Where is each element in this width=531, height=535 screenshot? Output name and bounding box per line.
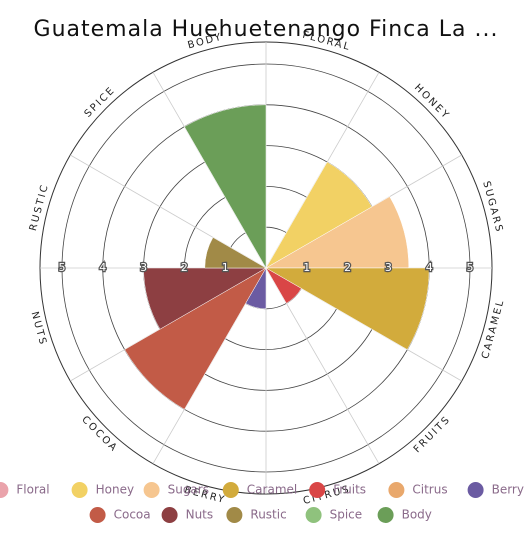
legend-label: Sugars bbox=[168, 483, 209, 497]
legend-label: Floral bbox=[16, 483, 49, 497]
r-tick-label: 5 bbox=[59, 261, 66, 274]
legend-label: Caramel bbox=[247, 483, 297, 497]
legend-label: Citrus bbox=[412, 483, 447, 497]
chart-title: Guatemala Huehuetenango Finca La ... bbox=[34, 17, 499, 42]
category-label: Honey bbox=[412, 82, 452, 122]
r-tick-label: 1 bbox=[303, 261, 310, 274]
r-tick-label: 1 bbox=[222, 261, 229, 274]
legend-swatch bbox=[89, 507, 106, 523]
wedge bbox=[265, 267, 430, 350]
category-label: Caramel bbox=[480, 298, 507, 360]
legend-label: Spice bbox=[330, 508, 363, 522]
legend-swatch bbox=[305, 507, 322, 523]
legend-label: Body bbox=[402, 508, 432, 522]
r-tick-label: 4 bbox=[426, 261, 433, 274]
wedge bbox=[143, 267, 267, 330]
legend-swatch bbox=[377, 507, 394, 523]
wedge bbox=[184, 104, 267, 269]
r-tick-label: 3 bbox=[140, 261, 147, 274]
legend-label: Nuts bbox=[186, 508, 214, 522]
wedge bbox=[204, 237, 267, 269]
r-tick-label: 5 bbox=[467, 261, 474, 274]
legend-label: Fruits bbox=[333, 483, 366, 497]
legend-swatch bbox=[388, 482, 405, 498]
legend-swatch bbox=[143, 482, 160, 498]
r-tick-label: 4 bbox=[99, 261, 106, 274]
legend-swatch bbox=[71, 482, 88, 498]
legend-swatch bbox=[161, 507, 178, 523]
legend-swatch bbox=[467, 482, 484, 498]
r-tick-label: 2 bbox=[344, 261, 351, 274]
legend-swatch bbox=[0, 482, 9, 498]
legend-label: Cocoa bbox=[114, 508, 151, 522]
legend-label: Honey bbox=[96, 483, 134, 497]
legend-label: Berry bbox=[492, 483, 524, 497]
legend-swatch bbox=[222, 482, 239, 498]
wedge bbox=[265, 267, 302, 304]
legend-swatch bbox=[309, 482, 326, 498]
legend-label: Rustic bbox=[250, 508, 286, 522]
wedge bbox=[124, 267, 267, 410]
legend-swatch bbox=[226, 507, 243, 523]
category-label: Rustic bbox=[28, 182, 51, 232]
r-tick-label: 2 bbox=[181, 261, 188, 274]
r-tick-label: 3 bbox=[385, 261, 392, 274]
